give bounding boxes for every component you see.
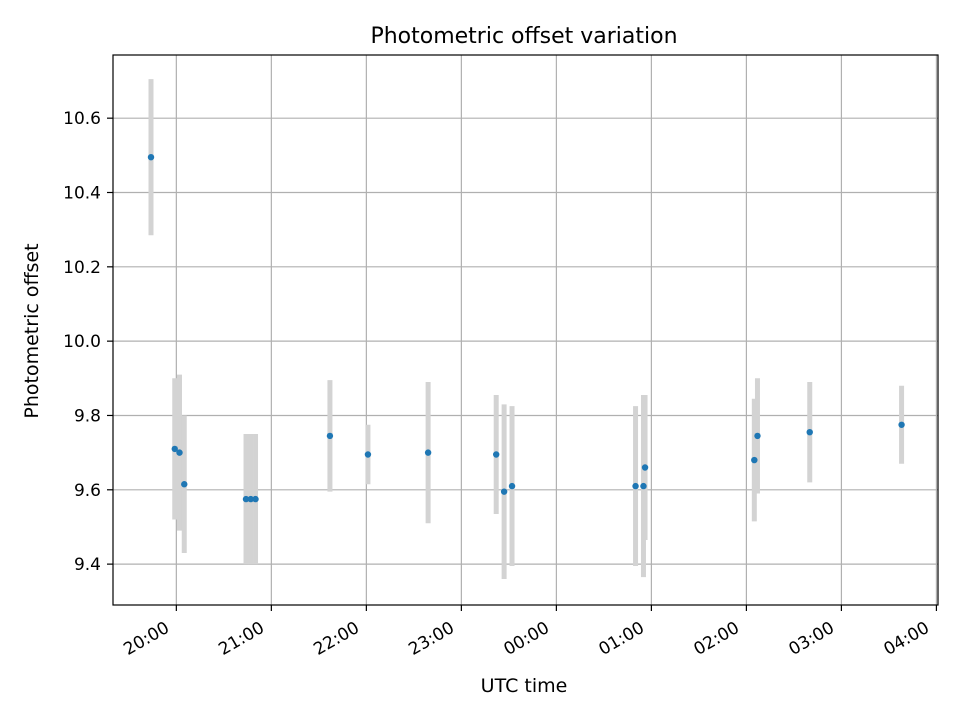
y-tick-label: 10.6 xyxy=(63,109,101,129)
y-tick-label: 10.0 xyxy=(63,332,101,352)
data-point xyxy=(640,482,647,490)
x-tick-label: 21:00 xyxy=(215,618,267,660)
x-gridlines xyxy=(175,55,938,605)
x-tick-label: 22:00 xyxy=(310,618,362,660)
data-point xyxy=(632,482,639,490)
data-point xyxy=(176,449,183,456)
y-tick-label: 9.6 xyxy=(74,481,101,501)
chart-title: Photometric offset variation xyxy=(370,24,677,49)
y-tick-label: 9.8 xyxy=(74,406,101,426)
x-axis-label: UTC time xyxy=(481,675,568,697)
data-point xyxy=(147,153,155,161)
data-point xyxy=(493,451,500,458)
data-point xyxy=(364,451,372,458)
data-point xyxy=(181,481,188,488)
x-tick-label: 04:00 xyxy=(880,618,932,660)
data-point xyxy=(326,432,334,440)
x-tick-label: 03:00 xyxy=(785,618,837,660)
x-axis-ticks: 20:00 21:00 22:00 23:00 00:00 01:00 02:00 03:00… xyxy=(120,605,938,660)
x-tick-label: 01:00 xyxy=(595,618,647,660)
x-tick-label: 23:00 xyxy=(405,618,457,660)
data-point xyxy=(754,432,761,440)
data-point xyxy=(424,449,432,456)
error-bars xyxy=(148,79,905,579)
y-axis-ticks: 9.4 9.6 9.8 10.0 10.2 10.4 10.6 xyxy=(63,109,113,575)
data-point xyxy=(252,495,259,503)
data-point xyxy=(806,428,813,436)
data-point xyxy=(751,456,758,464)
plot-frame xyxy=(112,54,939,606)
data-point xyxy=(247,495,254,503)
y-tick-label: 9.4 xyxy=(74,555,101,575)
x-tick-label: 00:00 xyxy=(500,618,552,660)
data-point xyxy=(898,421,905,428)
data-point xyxy=(242,495,250,503)
y-axis-label: Photometric offset xyxy=(21,243,43,418)
data-point xyxy=(641,464,649,471)
data-point xyxy=(500,488,508,495)
y-tick-label: 10.2 xyxy=(63,258,101,278)
x-tick-label: 02:00 xyxy=(690,618,742,660)
x-tick-label: 20:00 xyxy=(120,618,172,660)
data-point xyxy=(508,482,516,490)
y-gridlines xyxy=(113,117,938,565)
data-points xyxy=(147,153,905,503)
y-tick-label: 10.4 xyxy=(63,184,101,204)
data-point xyxy=(171,445,178,453)
